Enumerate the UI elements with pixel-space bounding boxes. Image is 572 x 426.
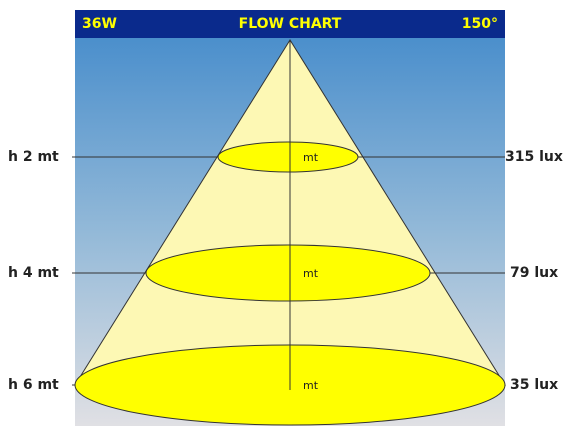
header-bar <box>75 10 505 38</box>
height-label: h 6 mt <box>8 377 59 393</box>
height-label: h 2 mt <box>8 149 59 165</box>
title: FLOW CHART <box>239 16 342 32</box>
lux-label: 79 lux <box>510 265 558 281</box>
angle: 150° <box>462 16 498 32</box>
lux-label: 35 lux <box>510 377 558 393</box>
unit-label: mt <box>303 379 319 392</box>
unit-label: mt <box>303 267 319 280</box>
unit-label: mt <box>303 151 319 164</box>
light-ellipse <box>217 141 359 173</box>
power: 36W <box>82 16 117 32</box>
height-label: h 4 mt <box>8 265 59 281</box>
light-ellipse <box>145 244 431 302</box>
lux-label: 315 lux <box>505 149 563 165</box>
